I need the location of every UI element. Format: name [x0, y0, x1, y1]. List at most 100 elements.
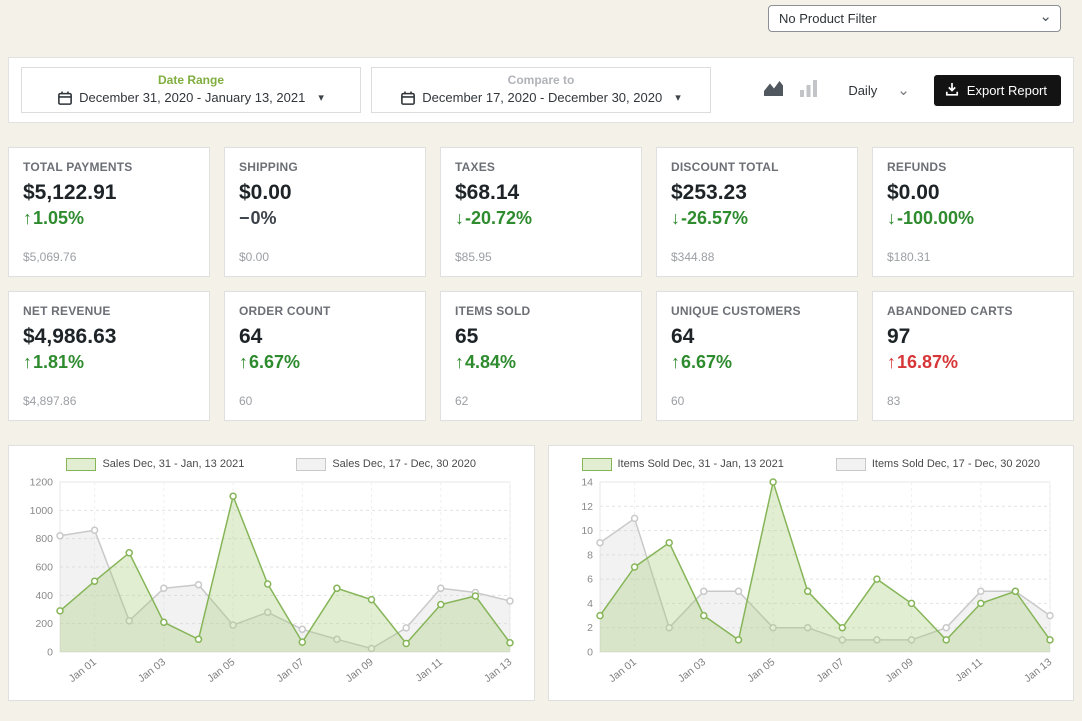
stat-tile-abandoned-carts: ABANDONED CARTS 97 ↑ 16.87% 83	[872, 291, 1074, 421]
calendar-icon	[401, 91, 416, 105]
trend-arrow: ↓	[671, 208, 680, 228]
tile-change: ↓ -100.00%	[887, 208, 1059, 229]
stat-tile-unique-customers: UNIQUE CUSTOMERS 64 ↑ 6.67% 60	[656, 291, 858, 421]
items-sold-chart-panel: Items Sold Dec, 31 - Jan, 13 2021 Items …	[547, 445, 1074, 701]
chart-type-area-button[interactable]	[761, 78, 786, 102]
tile-title: NET REVENUE	[23, 304, 111, 318]
export-report-label: Export Report	[966, 82, 1047, 98]
items-sold-chart-legend: Items Sold Dec, 31 - Jan, 13 2021 Items …	[557, 456, 1066, 472]
tile-previous-value: 60	[239, 394, 253, 408]
tile-previous-value: 62	[455, 394, 469, 408]
svg-text:Jan 07: Jan 07	[275, 656, 307, 685]
trend-percent: 4.84%	[465, 352, 517, 372]
svg-text:Jan 01: Jan 01	[606, 656, 638, 685]
svg-text:Jan 05: Jan 05	[745, 656, 777, 685]
trend-percent: 6.67%	[681, 352, 733, 372]
trend-arrow: ↑	[671, 352, 680, 372]
tile-title: ITEMS SOLD	[455, 304, 531, 318]
chevron-down-icon: ⌄	[897, 82, 910, 99]
svg-text:Jan 11: Jan 11	[953, 656, 985, 684]
tile-change: ↓ -20.72%	[455, 208, 627, 229]
granularity-value: Daily	[848, 82, 878, 98]
tile-title: UNIQUE CUSTOMERS	[671, 304, 801, 318]
svg-text:4: 4	[587, 598, 593, 610]
tile-value: 64	[671, 325, 695, 348]
svg-text:Jan 01: Jan 01	[67, 656, 99, 685]
tile-previous-value: $4,897.86	[23, 394, 77, 408]
tile-change: ↑ 6.67%	[239, 352, 411, 373]
trend-percent: 1.81%	[33, 352, 85, 372]
tile-value: 97	[887, 325, 911, 348]
tile-value: $0.00	[887, 181, 940, 204]
legend-item-current: Sales Dec, 31 - Jan, 13 2021	[66, 457, 245, 471]
svg-text:14: 14	[581, 477, 593, 489]
svg-text:Jan 11: Jan 11	[414, 656, 446, 684]
legend-swatch-previous	[835, 457, 866, 471]
export-report-button[interactable]: Export Report	[933, 74, 1061, 106]
date-range-picker[interactable]: Date Range December 31, 2020 - January 1…	[21, 67, 361, 113]
legend-item-previous: Sales Dec, 17 - Dec, 30 2020	[296, 457, 476, 471]
top-bar: No Product Filter ⌄	[0, 0, 1082, 32]
stat-tile-total-payments: TOTAL PAYMENTS $5,122.91 ↑ 1.05% $5,069.7…	[8, 147, 210, 277]
calendar-icon	[58, 91, 73, 105]
svg-text:400: 400	[36, 590, 54, 602]
export-download-icon	[945, 82, 959, 99]
chevron-down-icon: ⌄	[1039, 8, 1052, 25]
sales-chart-canvas: 0 200 400 600 800 1000 1200 Jan 01 Jan 03 Jan 05 J…	[30, 477, 515, 685]
caret-down-icon: ▾	[318, 92, 324, 104]
granularity-select[interactable]: Daily ⌄	[848, 81, 909, 99]
stat-tile-taxes: TAXES $68.14 ↓ -20.72% $85.95	[440, 147, 642, 277]
report-toolbar: Date Range December 31, 2020 - January 1…	[8, 57, 1074, 123]
legend-swatch-current	[581, 457, 612, 471]
stat-tile-refunds: REFUNDS $0.00 ↓ -100.00% $180.31	[872, 147, 1074, 277]
trend-arrow: ↑	[239, 352, 248, 372]
tile-value: 64	[239, 325, 263, 348]
svg-text:0: 0	[47, 647, 53, 659]
tile-title: TOTAL PAYMENTS	[23, 160, 133, 174]
chart-type-toggle	[761, 78, 826, 102]
product-filter-select[interactable]: No Product Filter ⌄	[768, 5, 1061, 32]
bar-chart-icon	[800, 80, 818, 100]
trend-percent: 6.67%	[249, 352, 301, 372]
tile-title: ORDER COUNT	[239, 304, 331, 318]
trend-percent: 16.87%	[897, 352, 959, 372]
tile-previous-value: 60	[671, 394, 685, 408]
compare-to-value: December 17, 2020 - December 30, 2020	[422, 90, 663, 105]
legend-label: Sales Dec, 31 - Jan, 13 2021	[102, 458, 245, 470]
tile-previous-value: $344.88	[671, 250, 715, 264]
trend-percent: -20.72%	[465, 208, 533, 228]
trend-arrow: ↑	[23, 352, 32, 372]
svg-text:8: 8	[587, 549, 593, 561]
tile-value: $0.00	[239, 181, 292, 204]
sales-chart-legend: Sales Dec, 31 - Jan, 13 2021 Sales Dec, …	[17, 456, 526, 472]
trend-arrow: ↓	[887, 208, 896, 228]
svg-text:0: 0	[587, 647, 593, 659]
svg-text:1000: 1000	[30, 505, 54, 517]
caret-down-icon: ▾	[675, 92, 681, 104]
legend-label: Items Sold Dec, 31 - Jan, 13 2021	[617, 458, 784, 470]
svg-text:600: 600	[36, 562, 54, 574]
chart-type-bar-button[interactable]	[798, 78, 820, 102]
svg-text:800: 800	[36, 533, 54, 545]
tile-previous-value: $0.00	[239, 250, 270, 264]
stat-tile-discount-total: DISCOUNT TOTAL $253.23 ↓ -26.57% $344.88	[656, 147, 858, 277]
date-range-label: Date Range	[157, 73, 225, 87]
tile-value: $253.23	[671, 181, 747, 204]
svg-text:Jan 07: Jan 07	[814, 656, 846, 685]
tile-change: ↑ 1.81%	[23, 352, 195, 373]
tile-change: −0%	[239, 208, 411, 229]
svg-text:Jan 05: Jan 05	[205, 656, 237, 685]
tile-title: DISCOUNT TOTAL	[671, 160, 779, 174]
svg-text:6: 6	[587, 574, 593, 586]
svg-text:1200: 1200	[30, 477, 54, 489]
tile-value: 65	[455, 325, 479, 348]
product-filter-value: No Product Filter	[779, 11, 877, 26]
tile-title: TAXES	[455, 160, 496, 174]
items-sold-chart-canvas: 0 2 4 6 8 10 12 14 Jan 01 Jan 03 Jan 05 Jan 07 Jan 0…	[581, 477, 1054, 685]
stat-tile-order-count: ORDER COUNT 64 ↑ 6.67% 60	[224, 291, 426, 421]
tile-change: ↑ 16.87%	[887, 352, 1059, 373]
stat-tile-items-sold: ITEMS SOLD 65 ↑ 4.84% 62	[440, 291, 642, 421]
tile-value: $4,986.63	[23, 325, 117, 348]
compare-to-picker[interactable]: Compare to December 17, 2020 - December …	[371, 67, 711, 113]
